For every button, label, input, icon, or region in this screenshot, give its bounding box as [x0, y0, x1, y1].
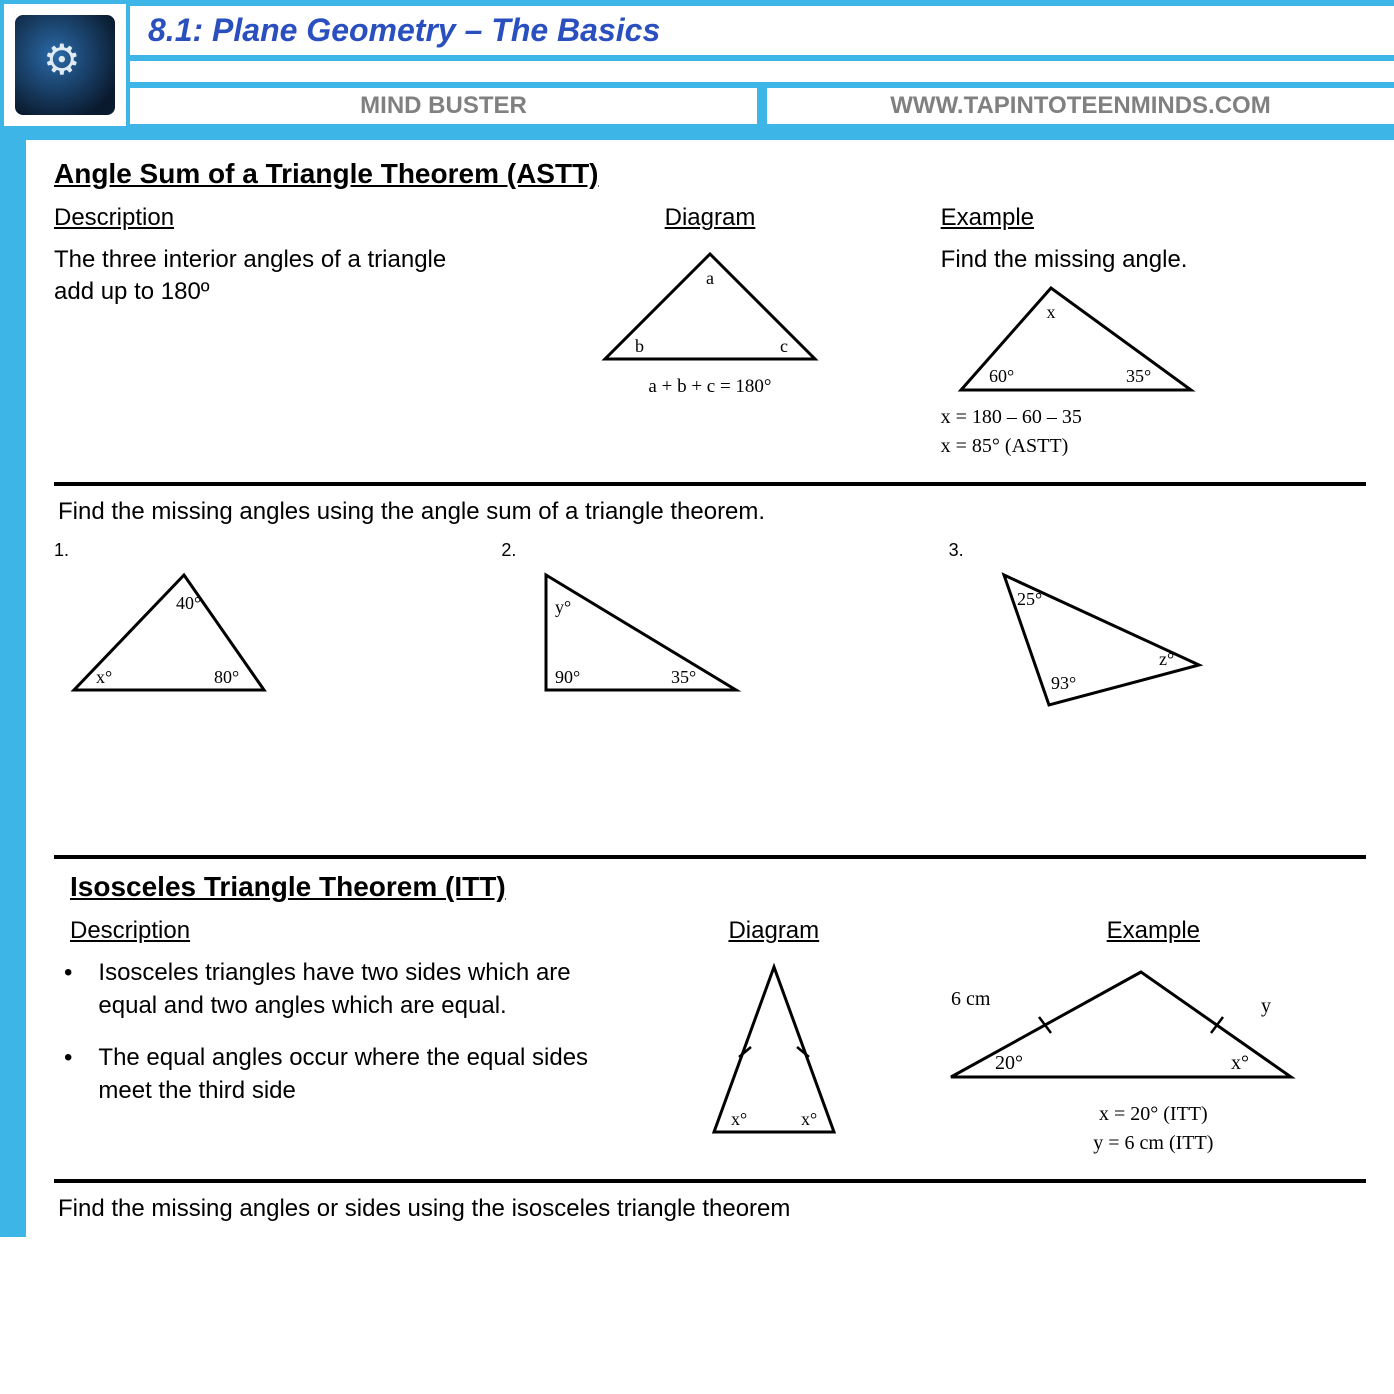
svg-text:25°: 25°	[1017, 589, 1042, 609]
itt-bullet-list: Isosceles triangles have two sides which…	[54, 957, 607, 1107]
svg-text:y°: y°	[555, 597, 571, 617]
astt-ex-lead: Find the missing angle.	[941, 244, 1366, 276]
label-a: a	[706, 268, 714, 288]
brain-gear-logo	[15, 15, 115, 115]
divider-1	[54, 482, 1366, 486]
itt-bullet-1: Isosceles triangles have two sides which…	[64, 957, 607, 1022]
astt-diagram-col: Diagram a b c a + b + c = 180°	[497, 204, 922, 458]
itt-ex-heading: Example	[941, 917, 1366, 945]
page-title: 8.1: Plane Geometry – The Basics	[130, 6, 1394, 55]
astt-diag-caption: a + b + c = 180°	[497, 376, 922, 398]
sub-bars: MIND BUSTER WWW.TAPINTOTEENMINDS.COM	[130, 82, 1394, 130]
svg-text:80°: 80°	[214, 667, 239, 687]
problem-3-triangle: 25° 93° z°	[949, 565, 1209, 715]
header: 8.1: Plane Geometry – The Basics MIND BU…	[0, 0, 1394, 130]
astt-desc-text: The three interior angles of a triangle …	[54, 244, 479, 309]
itt-columns: Description Isosceles triangles have two…	[54, 917, 1366, 1155]
itt-bullet-2: The equal angles occur where the equal s…	[64, 1042, 607, 1107]
astt-ex-line1: x = 180 – 60 – 35	[941, 406, 1366, 429]
itt-title: Isosceles Triangle Theorem (ITT)	[70, 871, 1366, 903]
label-35: 35°	[1126, 366, 1151, 386]
problem-1-number: 1.	[54, 540, 471, 561]
sub-bar-right: WWW.TAPINTOTEENMINDS.COM	[767, 88, 1394, 124]
problem-2-number: 2.	[501, 540, 918, 561]
problem-3-number: 3.	[949, 540, 1366, 561]
label-x: x	[1046, 302, 1055, 322]
svg-text:z°: z°	[1159, 649, 1174, 669]
astt-desc-heading: Description	[54, 204, 479, 232]
header-right: 8.1: Plane Geometry – The Basics MIND BU…	[130, 0, 1394, 130]
side-strip	[0, 140, 26, 1237]
svg-text:35°: 35°	[671, 667, 696, 687]
label-c: c	[780, 336, 788, 356]
astt-example-col: Example Find the missing angle. x 60° 35…	[941, 204, 1366, 458]
practice1-problems: 1. 40° x° 80° 2. y° 90° 35° 3.	[54, 540, 1366, 715]
itt-ex-line1: x = 20° (ITT)	[941, 1103, 1366, 1126]
problem-3: 3. 25° 93° z°	[949, 540, 1366, 715]
itt-example-triangle: 6 cm 20° x° y	[941, 957, 1301, 1097]
problem-2: 2. y° 90° 35°	[501, 540, 918, 715]
sub-bar-left: MIND BUSTER	[130, 88, 757, 124]
practice1-instr: Find the missing angles using the angle …	[58, 498, 1366, 526]
astt-columns: Description The three interior angles of…	[54, 204, 1366, 458]
svg-text:y: y	[1261, 995, 1271, 1017]
svg-text:x°: x°	[96, 667, 112, 687]
itt-ex-line2: y = 6 cm (ITT)	[941, 1132, 1366, 1155]
astt-title: Angle Sum of a Triangle Theorem (ASTT)	[54, 158, 1366, 190]
astt-ex-line2: x = 85° (ASTT)	[941, 435, 1366, 458]
astt-description-col: Description The three interior angles of…	[54, 204, 479, 458]
divider-2	[54, 855, 1366, 859]
astt-ex-heading: Example	[941, 204, 1366, 232]
svg-text:20°: 20°	[995, 1052, 1023, 1074]
itt-diag-heading: Diagram	[625, 917, 923, 945]
itt-example-col: Example 6 cm 20° x° y x = 20° (ITT) y = …	[941, 917, 1366, 1155]
content-area: Angle Sum of a Triangle Theorem (ASTT) D…	[26, 140, 1394, 1237]
problem-2-triangle: y° 90° 35°	[501, 565, 751, 705]
title-bar: 8.1: Plane Geometry – The Basics	[130, 0, 1394, 61]
svg-text:x°: x°	[801, 1109, 817, 1129]
itt-diagram-col: Diagram x° x°	[625, 917, 923, 1155]
svg-text:93°: 93°	[1051, 673, 1076, 693]
itt-description-col: Description Isosceles triangles have two…	[54, 917, 607, 1155]
svg-text:x°: x°	[731, 1109, 747, 1129]
label-b: b	[635, 336, 644, 356]
divider-3	[54, 1179, 1366, 1183]
svg-text:x°: x°	[1231, 1052, 1249, 1074]
astt-example-triangle: x 60° 35°	[941, 280, 1201, 400]
practice2-instr: Find the missing angles or sides using t…	[58, 1195, 1366, 1223]
astt-diag-heading: Diagram	[497, 204, 922, 232]
svg-text:90°: 90°	[555, 667, 580, 687]
logo-box	[0, 0, 130, 130]
problem-1: 1. 40° x° 80°	[54, 540, 471, 715]
itt-diagram-triangle: x° x°	[689, 957, 859, 1147]
blue-strip	[0, 130, 1394, 140]
astt-diagram-triangle: a b c	[585, 244, 835, 374]
svg-text:6 cm: 6 cm	[951, 988, 991, 1010]
svg-text:40°: 40°	[176, 593, 201, 613]
itt-desc-heading: Description	[70, 917, 607, 945]
problem-1-triangle: 40° x° 80°	[54, 565, 284, 705]
label-60: 60°	[989, 366, 1014, 386]
